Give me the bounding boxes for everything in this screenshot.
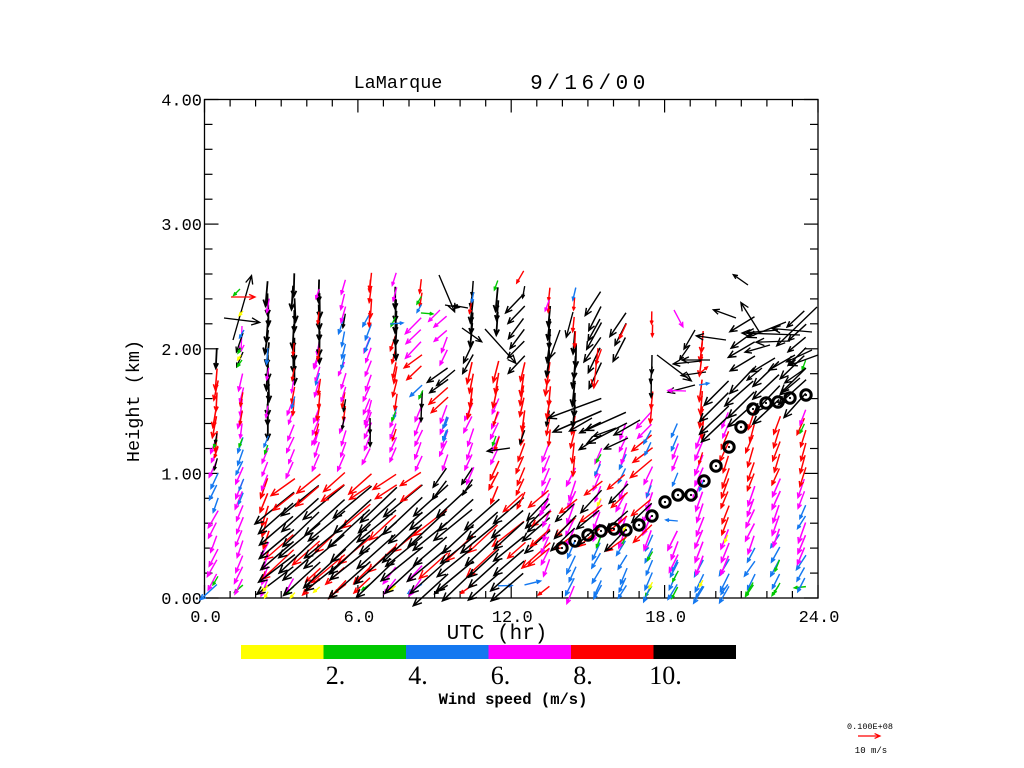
svg-text:Height (km): Height (km): [124, 340, 145, 462]
svg-text:6.0: 6.0: [344, 609, 375, 628]
svg-text:Wind speed (m/s): Wind speed (m/s): [439, 691, 588, 709]
svg-text:4.00: 4.00: [161, 93, 202, 112]
svg-text:1.00: 1.00: [161, 466, 202, 485]
svg-text:3.00: 3.00: [161, 217, 202, 236]
svg-text:8.: 8.: [573, 661, 593, 690]
svg-text:9/16/00: 9/16/00: [530, 73, 650, 96]
svg-text:UTC (hr): UTC (hr): [447, 623, 548, 646]
svg-text:2.00: 2.00: [161, 342, 202, 361]
svg-text:6.: 6.: [491, 661, 511, 690]
svg-text:18.0: 18.0: [645, 609, 686, 628]
svg-text:2.: 2.: [326, 661, 346, 690]
svg-text:24.0: 24.0: [799, 609, 840, 628]
svg-text:0.00: 0.00: [161, 591, 202, 610]
svg-text:12.0: 12.0: [492, 609, 533, 628]
svg-text:4.: 4.: [408, 661, 428, 690]
svg-text:10 m/s: 10 m/s: [855, 746, 887, 756]
svg-text:LaMarque: LaMarque: [354, 73, 443, 94]
svg-text:10.: 10.: [649, 661, 682, 690]
svg-text:0.100E+08: 0.100E+08: [847, 722, 893, 732]
svg-text:0.0: 0.0: [190, 609, 221, 628]
